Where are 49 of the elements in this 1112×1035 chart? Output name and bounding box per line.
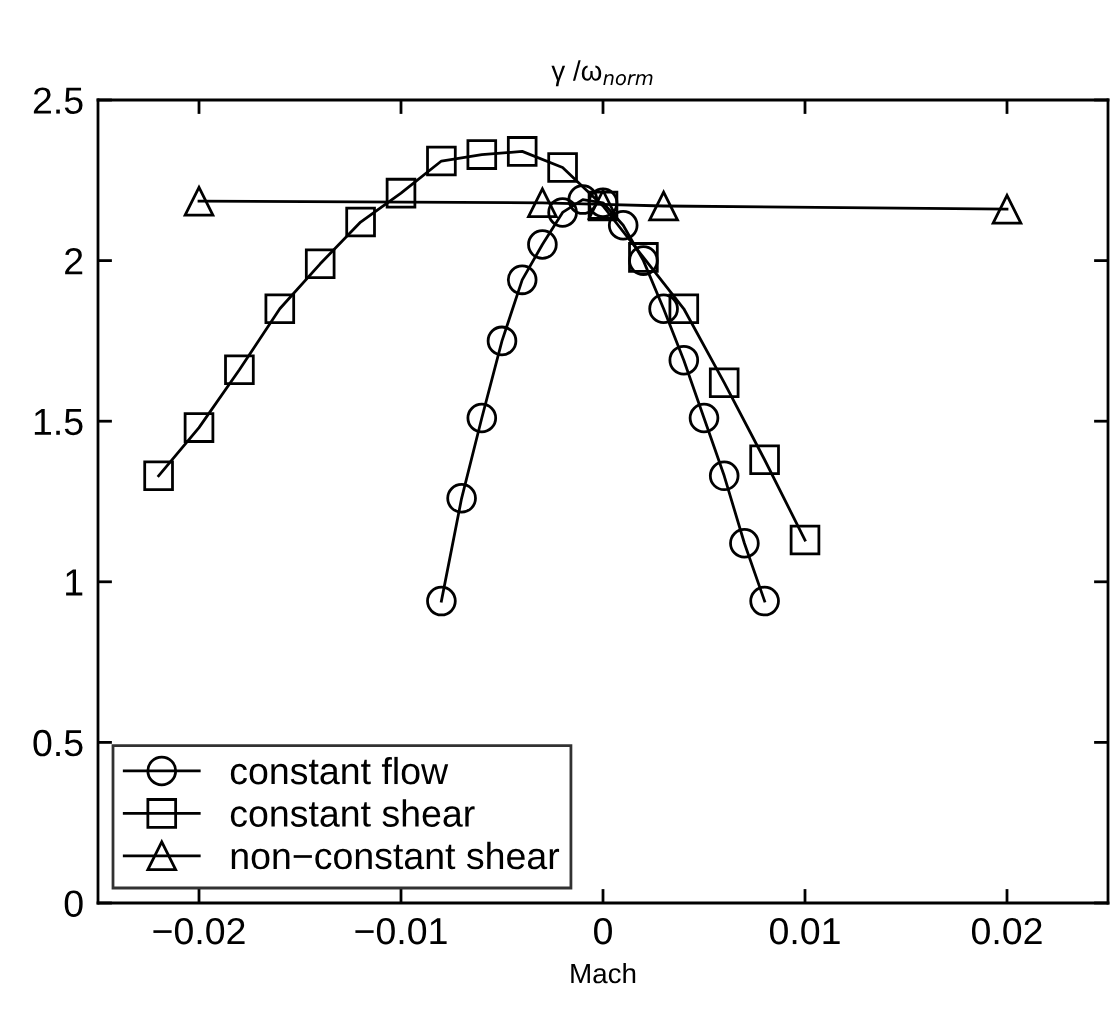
point [648, 293, 679, 325]
point [506, 264, 538, 296]
point [486, 325, 518, 357]
x-axis-title: Mach [571, 962, 636, 984]
point [668, 293, 700, 325]
x-tick-label: 0.01 [769, 917, 840, 945]
y-tick-label: 1.5 [34, 408, 83, 436]
point [668, 344, 700, 376]
point [183, 185, 215, 217]
chart-title: γ /ω$_{norm}$ [551, 60, 653, 87]
legend-label: non−constant shear [231, 841, 560, 870]
point [547, 197, 578, 228]
y-tick-label: 1 [66, 569, 83, 596]
point [385, 177, 417, 209]
point [527, 229, 558, 260]
y-tick-label: 2.5 [33, 87, 83, 114]
point [789, 524, 821, 556]
x-tick-label: 0 [594, 917, 612, 945]
point [345, 206, 376, 238]
x-tick-label: −0.02 [153, 917, 245, 945]
point [264, 293, 296, 325]
point [607, 209, 639, 241]
point [466, 139, 498, 170]
point [426, 585, 457, 617]
point [304, 248, 336, 280]
point [426, 145, 457, 177]
point [708, 367, 740, 398]
point [547, 152, 578, 183]
point [506, 136, 538, 167]
x-tick-label: 0.02 [971, 917, 1042, 945]
point [446, 483, 477, 514]
legend-label: constant shear [230, 799, 475, 827]
point [729, 527, 760, 559]
point [708, 460, 740, 492]
point [648, 190, 679, 222]
y-tick-label: 2 [65, 248, 83, 275]
y-tick-label: 0 [64, 890, 83, 917]
point [749, 585, 780, 617]
point [143, 460, 174, 492]
point [991, 193, 1023, 225]
y-tick-label: 0.5 [33, 729, 83, 757]
point [749, 444, 780, 476]
point [224, 354, 255, 386]
point [527, 187, 558, 219]
x-tick-label: −0.01 [355, 917, 447, 945]
point [466, 402, 498, 434]
point [183, 412, 215, 443]
legend-label: constant flow [230, 756, 449, 785]
point [688, 402, 720, 434]
